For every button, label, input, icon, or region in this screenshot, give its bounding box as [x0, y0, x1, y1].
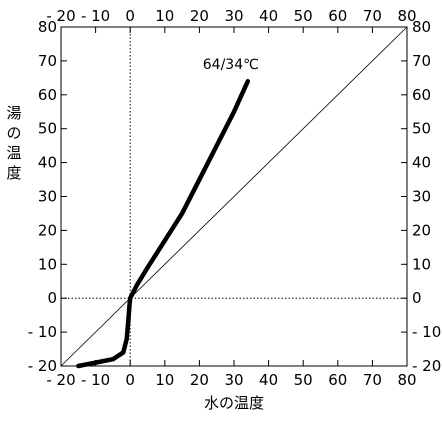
y-tick-label-right: 40: [412, 154, 431, 172]
y-tick-label-left: 20: [38, 221, 57, 239]
tick-labels: - 20- 20- 10- 10001010202030304040505060…: [28, 7, 442, 389]
y-tick-label-right: - 20: [412, 357, 441, 375]
y-tick-label-left: - 10: [28, 323, 57, 341]
x-tick-label-bottom: - 10: [81, 371, 110, 389]
y-tick-label-right: 30: [412, 188, 431, 206]
x-tick-label-top: - 20: [46, 7, 75, 25]
x-tick-label-bottom: 40: [259, 371, 278, 389]
x-tick-label-top: 10: [155, 7, 174, 25]
y-tick-label-left: 50: [38, 120, 57, 138]
x-tick-label-bottom: 80: [397, 371, 416, 389]
reference-lines: [60, 26, 408, 367]
y-tick-label-right: - 10: [412, 323, 441, 341]
y-tick-label-left: 70: [38, 52, 57, 70]
y-axis-label-char: 温: [6, 144, 21, 162]
x-tick-label-top: 20: [190, 7, 209, 25]
y-tick-label-right: 20: [412, 221, 431, 239]
series-line: [76, 78, 251, 369]
x-tick-label-bottom: - 20: [46, 371, 75, 389]
y-tick-label-left: 80: [38, 18, 57, 36]
x-tick-label-bottom: 60: [328, 371, 347, 389]
x-tick-label-bottom: 20: [190, 371, 209, 389]
y-tick-label-right: 10: [412, 255, 431, 273]
y-tick-label-left: - 20: [28, 357, 57, 375]
y-axis-label-char: の: [6, 124, 21, 142]
x-tick-label-bottom: 70: [363, 371, 382, 389]
y-tick-label-right: 0: [412, 289, 422, 307]
x-tick-label-top: 50: [294, 7, 313, 25]
y-tick-label-left: 10: [38, 255, 57, 273]
y-tick-label-left: 60: [38, 86, 57, 104]
ticks: [60, 26, 408, 367]
y-tick-label-left: 30: [38, 188, 57, 206]
y-tick-label-right: 60: [412, 86, 431, 104]
y-tick-label-right: 50: [412, 120, 431, 138]
y-tick-label-right: 80: [412, 18, 431, 36]
x-tick-label-top: 70: [363, 7, 382, 25]
x-tick-label-bottom: 10: [155, 371, 174, 389]
annotation-label: 64/34℃: [203, 57, 259, 73]
y-tick-label-right: 70: [412, 52, 431, 70]
y-axis-label-char: 度: [6, 164, 21, 182]
x-tick-label-bottom: 30: [224, 371, 243, 389]
x-tick-label-top: - 10: [81, 7, 110, 25]
x-tick-label-bottom: 0: [125, 371, 135, 389]
diagonal-reference-line: [60, 26, 408, 367]
series-layer: [76, 78, 251, 369]
x-tick-label-top: 60: [328, 7, 347, 25]
x-tick-label-top: 30: [224, 7, 243, 25]
x-tick-label-top: 0: [125, 7, 135, 25]
x-tick-label-top: 40: [259, 7, 278, 25]
y-tick-label-left: 0: [47, 289, 57, 307]
y-tick-label-left: 40: [38, 154, 57, 172]
y-axis-label-char: 湯: [6, 104, 21, 122]
x-tick-label-bottom: 50: [294, 371, 313, 389]
x-tick-label-top: 80: [397, 7, 416, 25]
x-axis-label: 水の温度: [204, 394, 264, 412]
